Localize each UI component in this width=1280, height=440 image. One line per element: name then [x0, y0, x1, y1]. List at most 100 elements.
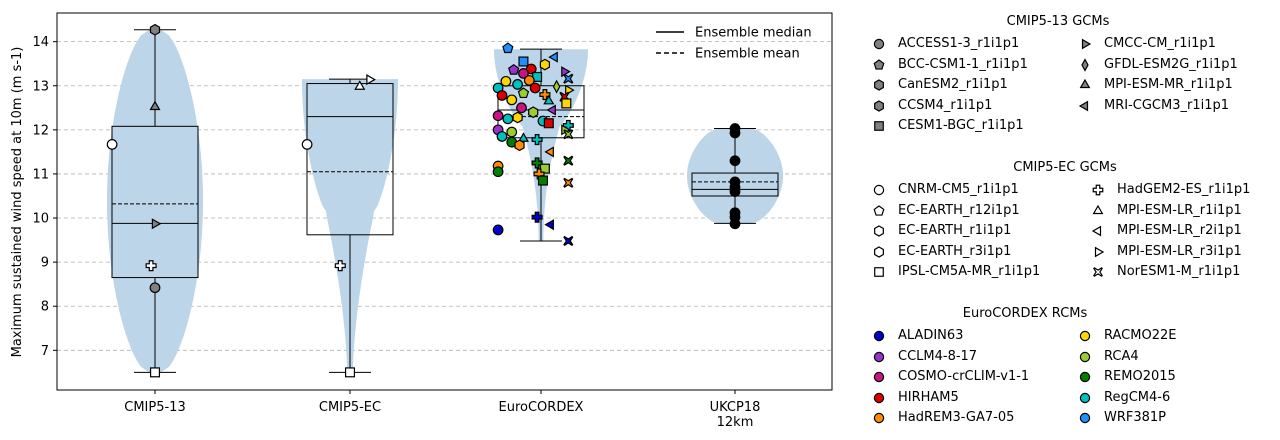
x-tick-label: CMIP5-13 [124, 400, 185, 415]
data-point-square [543, 118, 554, 129]
triangle-right-marker-icon [1081, 38, 1092, 50]
data-point-circle [518, 68, 529, 79]
circle-marker-icon [873, 330, 885, 342]
box-plots [111, 29, 779, 373]
data-point-circle [506, 94, 518, 106]
circle-marker [873, 184, 885, 196]
hexagon-marker [874, 79, 884, 91]
violin-body [302, 79, 398, 373]
data-point-circle [502, 113, 514, 125]
y-tick-label: 13 [32, 79, 49, 94]
iqr-box [306, 83, 394, 236]
data-point-triangle-left [548, 51, 558, 63]
data-point-circle [492, 224, 504, 236]
diamond-marker [1081, 57, 1089, 72]
hexagon-marker-icon [874, 225, 884, 237]
data-point-cross [563, 177, 574, 188]
y-tick-label: 12 [32, 123, 49, 138]
data-point-circle [496, 131, 508, 142]
data-point-hexagon [149, 23, 161, 36]
legend-item-label: GFDL-ESM2G_r1i1p1 [1104, 56, 1238, 72]
data-point-pentagon [508, 63, 520, 75]
triangle-left-marker-icon [1091, 225, 1102, 237]
legend-item-label: CESM1-BGC_r1i1p1 [898, 118, 1024, 133]
data-point-square [344, 367, 356, 378]
square-marker [874, 267, 884, 277]
triangle-right-marker [1094, 246, 1105, 257]
data-point-cross [563, 73, 574, 84]
violin-chart: 7 8 9 10 11 12 13 14 CMIP5-13 CMIP5-EC EuroCORDEX… [10, 12, 833, 430]
legend-item-label: CanESM2_r1i1p1 [898, 77, 1008, 92]
cross-marker [1093, 267, 1103, 277]
legend-item-label: CCSM4_r1i1p1 [898, 97, 993, 113]
data-point-triangle-up [149, 100, 161, 111]
iqr-box [111, 125, 199, 279]
data-point-hexagon [512, 111, 523, 124]
violin-body [107, 29, 203, 373]
circle-marker [873, 330, 885, 342]
square-marker-icon [874, 267, 884, 277]
legend-item-label: HadREM3-GA7-05 [898, 410, 1015, 425]
data-point-circle [512, 79, 523, 90]
data-point-circle [729, 155, 741, 167]
data-point-plus [334, 260, 346, 272]
y-axis-ticks: 7 8 9 10 11 12 13 14 [32, 35, 57, 359]
y-tick-label: 7 [41, 344, 49, 359]
data-point-pentagon [502, 42, 514, 54]
circle-marker-icon [873, 38, 885, 50]
legend-line-label: Ensemble median [695, 26, 812, 41]
data-point-hexagon [514, 139, 525, 152]
data-point-circle [496, 90, 508, 101]
data-point-circle [106, 139, 118, 150]
x-tick-label: UKCP18 [710, 400, 761, 415]
circle-marker [1079, 412, 1091, 424]
data-point-triangle-left [546, 104, 556, 116]
data-point-circle [529, 82, 541, 94]
data-point-triangle-left [544, 219, 554, 231]
triangle-left-marker [1078, 100, 1089, 111]
circle-marker-icon [873, 371, 885, 383]
square-marker [874, 121, 884, 131]
data-point-cross [563, 235, 574, 247]
legend-item-label: NorESM1-M_r1i1p1 [1117, 264, 1241, 279]
x-tick-label: 12km [717, 415, 754, 430]
hexagon-marker-icon [874, 99, 884, 112]
data-point-triangle-up [543, 94, 555, 105]
y-tick-label: 11 [32, 167, 49, 182]
triangle-up-marker [1079, 78, 1091, 89]
pentagon-marker-icon [873, 58, 885, 70]
x-tick-label: EuroCORDEX [499, 400, 584, 415]
data-point-hexagon [539, 58, 551, 71]
violin-body [687, 128, 783, 224]
data-point-triangle-up [517, 132, 529, 142]
circle-marker-icon [1079, 412, 1091, 424]
hexagon-marker [874, 225, 884, 237]
circle-marker [873, 371, 885, 383]
circle-marker-icon [1079, 330, 1091, 342]
legend-item-label: HIRHAM5 [898, 389, 959, 405]
legend-item-label: CCLM4-8-17 [898, 348, 978, 364]
data-point-triangle-right [366, 74, 376, 86]
legend-item-label: WRF381P [1104, 410, 1167, 425]
data-point-triangle-up [354, 80, 366, 90]
x-tick-label: CMIP5-EC [319, 400, 381, 415]
legend-item-label: HadGEM2-ES_r1i1p1 [1117, 182, 1251, 197]
data-point-plus [531, 211, 543, 223]
legend-item-label: ALADIN63 [898, 328, 964, 343]
data-point-circle [492, 166, 504, 178]
data-point-diamond [552, 79, 561, 94]
data-point-triangle-left [544, 146, 554, 158]
data-point-triangle-right [151, 218, 162, 230]
data-point-cross [563, 129, 574, 140]
data-point-circle [301, 139, 313, 150]
legend-item-label: REMO2015 [1104, 369, 1176, 384]
legend-item-label: EC-EARTH_r1i1p1 [898, 223, 1012, 238]
legend-item-label: MPI-ESM-LR_r2i1p1 [1117, 223, 1242, 238]
circle-marker-icon [873, 184, 885, 196]
data-point-hexagon [528, 106, 539, 119]
data-point-plus [562, 119, 574, 131]
legend-item-label: MPI-ESM-LR_r1i1p1 [1117, 202, 1242, 218]
data-point-square [518, 56, 529, 67]
legend-item-label: RCA4 [1104, 348, 1139, 364]
